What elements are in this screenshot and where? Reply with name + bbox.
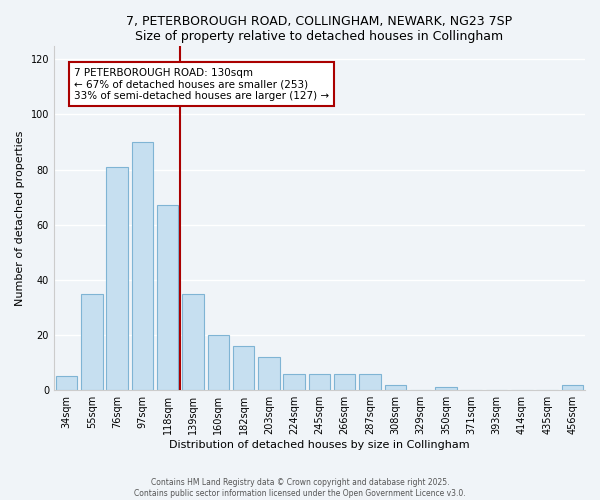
Bar xyxy=(435,388,457,390)
X-axis label: Distribution of detached houses by size in Collingham: Distribution of detached houses by size … xyxy=(169,440,470,450)
Bar xyxy=(56,376,77,390)
Title: 7, PETERBOROUGH ROAD, COLLINGHAM, NEWARK, NG23 7SP
Size of property relative to : 7, PETERBOROUGH ROAD, COLLINGHAM, NEWARK… xyxy=(127,15,512,43)
Text: 7 PETERBOROUGH ROAD: 130sqm
← 67% of detached houses are smaller (253)
33% of se: 7 PETERBOROUGH ROAD: 130sqm ← 67% of det… xyxy=(74,68,329,101)
Bar xyxy=(359,374,381,390)
Bar xyxy=(81,294,103,390)
Bar xyxy=(106,167,128,390)
Y-axis label: Number of detached properties: Number of detached properties xyxy=(15,130,25,306)
Bar xyxy=(182,294,204,390)
Bar xyxy=(258,357,280,390)
Bar xyxy=(157,206,178,390)
Bar xyxy=(208,335,229,390)
Bar xyxy=(562,384,583,390)
Bar xyxy=(334,374,355,390)
Text: Contains HM Land Registry data © Crown copyright and database right 2025.
Contai: Contains HM Land Registry data © Crown c… xyxy=(134,478,466,498)
Bar xyxy=(233,346,254,390)
Bar xyxy=(283,374,305,390)
Bar xyxy=(385,384,406,390)
Bar xyxy=(131,142,153,390)
Bar xyxy=(309,374,330,390)
